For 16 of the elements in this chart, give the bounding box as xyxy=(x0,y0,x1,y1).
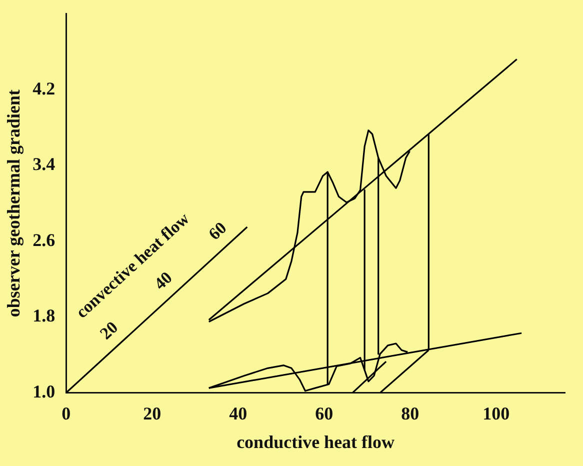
x-tick-label: 60 xyxy=(315,403,334,424)
x-tick-label: 100 xyxy=(482,403,510,424)
y-tick-label: 2.6 xyxy=(32,230,56,250)
y-tick-label: 4.2 xyxy=(32,78,56,98)
annotation: 60 xyxy=(204,218,230,244)
x-axis-title: conductive heat flow xyxy=(236,432,395,452)
x-tick-label: 0 xyxy=(62,403,71,424)
y-tick-label: 1.8 xyxy=(32,306,56,326)
x-tick-label: 20 xyxy=(143,403,162,424)
annotation: 40 xyxy=(150,268,176,294)
annotation: 20 xyxy=(96,318,122,344)
y-axis-title: observer geothermal gradient xyxy=(3,89,24,318)
y-tick-label: 3.4 xyxy=(32,154,56,174)
x-tick-label: 40 xyxy=(229,403,248,424)
y-tick-label: 1.0 xyxy=(32,381,56,402)
x-tick-label: 80 xyxy=(401,403,420,424)
